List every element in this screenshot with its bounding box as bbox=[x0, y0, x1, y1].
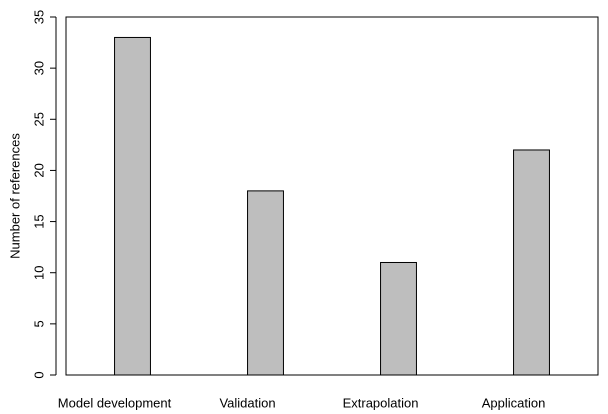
x-tick-label: Application bbox=[482, 395, 546, 410]
y-tick-label: 30 bbox=[31, 61, 46, 75]
y-tick-label: 25 bbox=[31, 112, 46, 126]
y-tick-label: 20 bbox=[31, 163, 46, 177]
x-tick-label: Validation bbox=[219, 395, 275, 410]
bar bbox=[247, 190, 284, 376]
y-axis-label: Number of references bbox=[7, 133, 22, 259]
y-tick-label: 5 bbox=[31, 320, 46, 327]
y-tick-label: 10 bbox=[31, 265, 46, 279]
x-tick-label: Extrapolation bbox=[343, 395, 419, 410]
bar bbox=[114, 36, 151, 376]
plot-frame bbox=[65, 16, 599, 376]
x-tick-label: Model development bbox=[58, 395, 172, 410]
y-tick-label: 35 bbox=[31, 10, 46, 24]
bar bbox=[513, 149, 550, 376]
bar bbox=[380, 261, 417, 376]
y-tick-label: 0 bbox=[31, 371, 46, 378]
y-tick-label: 15 bbox=[31, 214, 46, 228]
